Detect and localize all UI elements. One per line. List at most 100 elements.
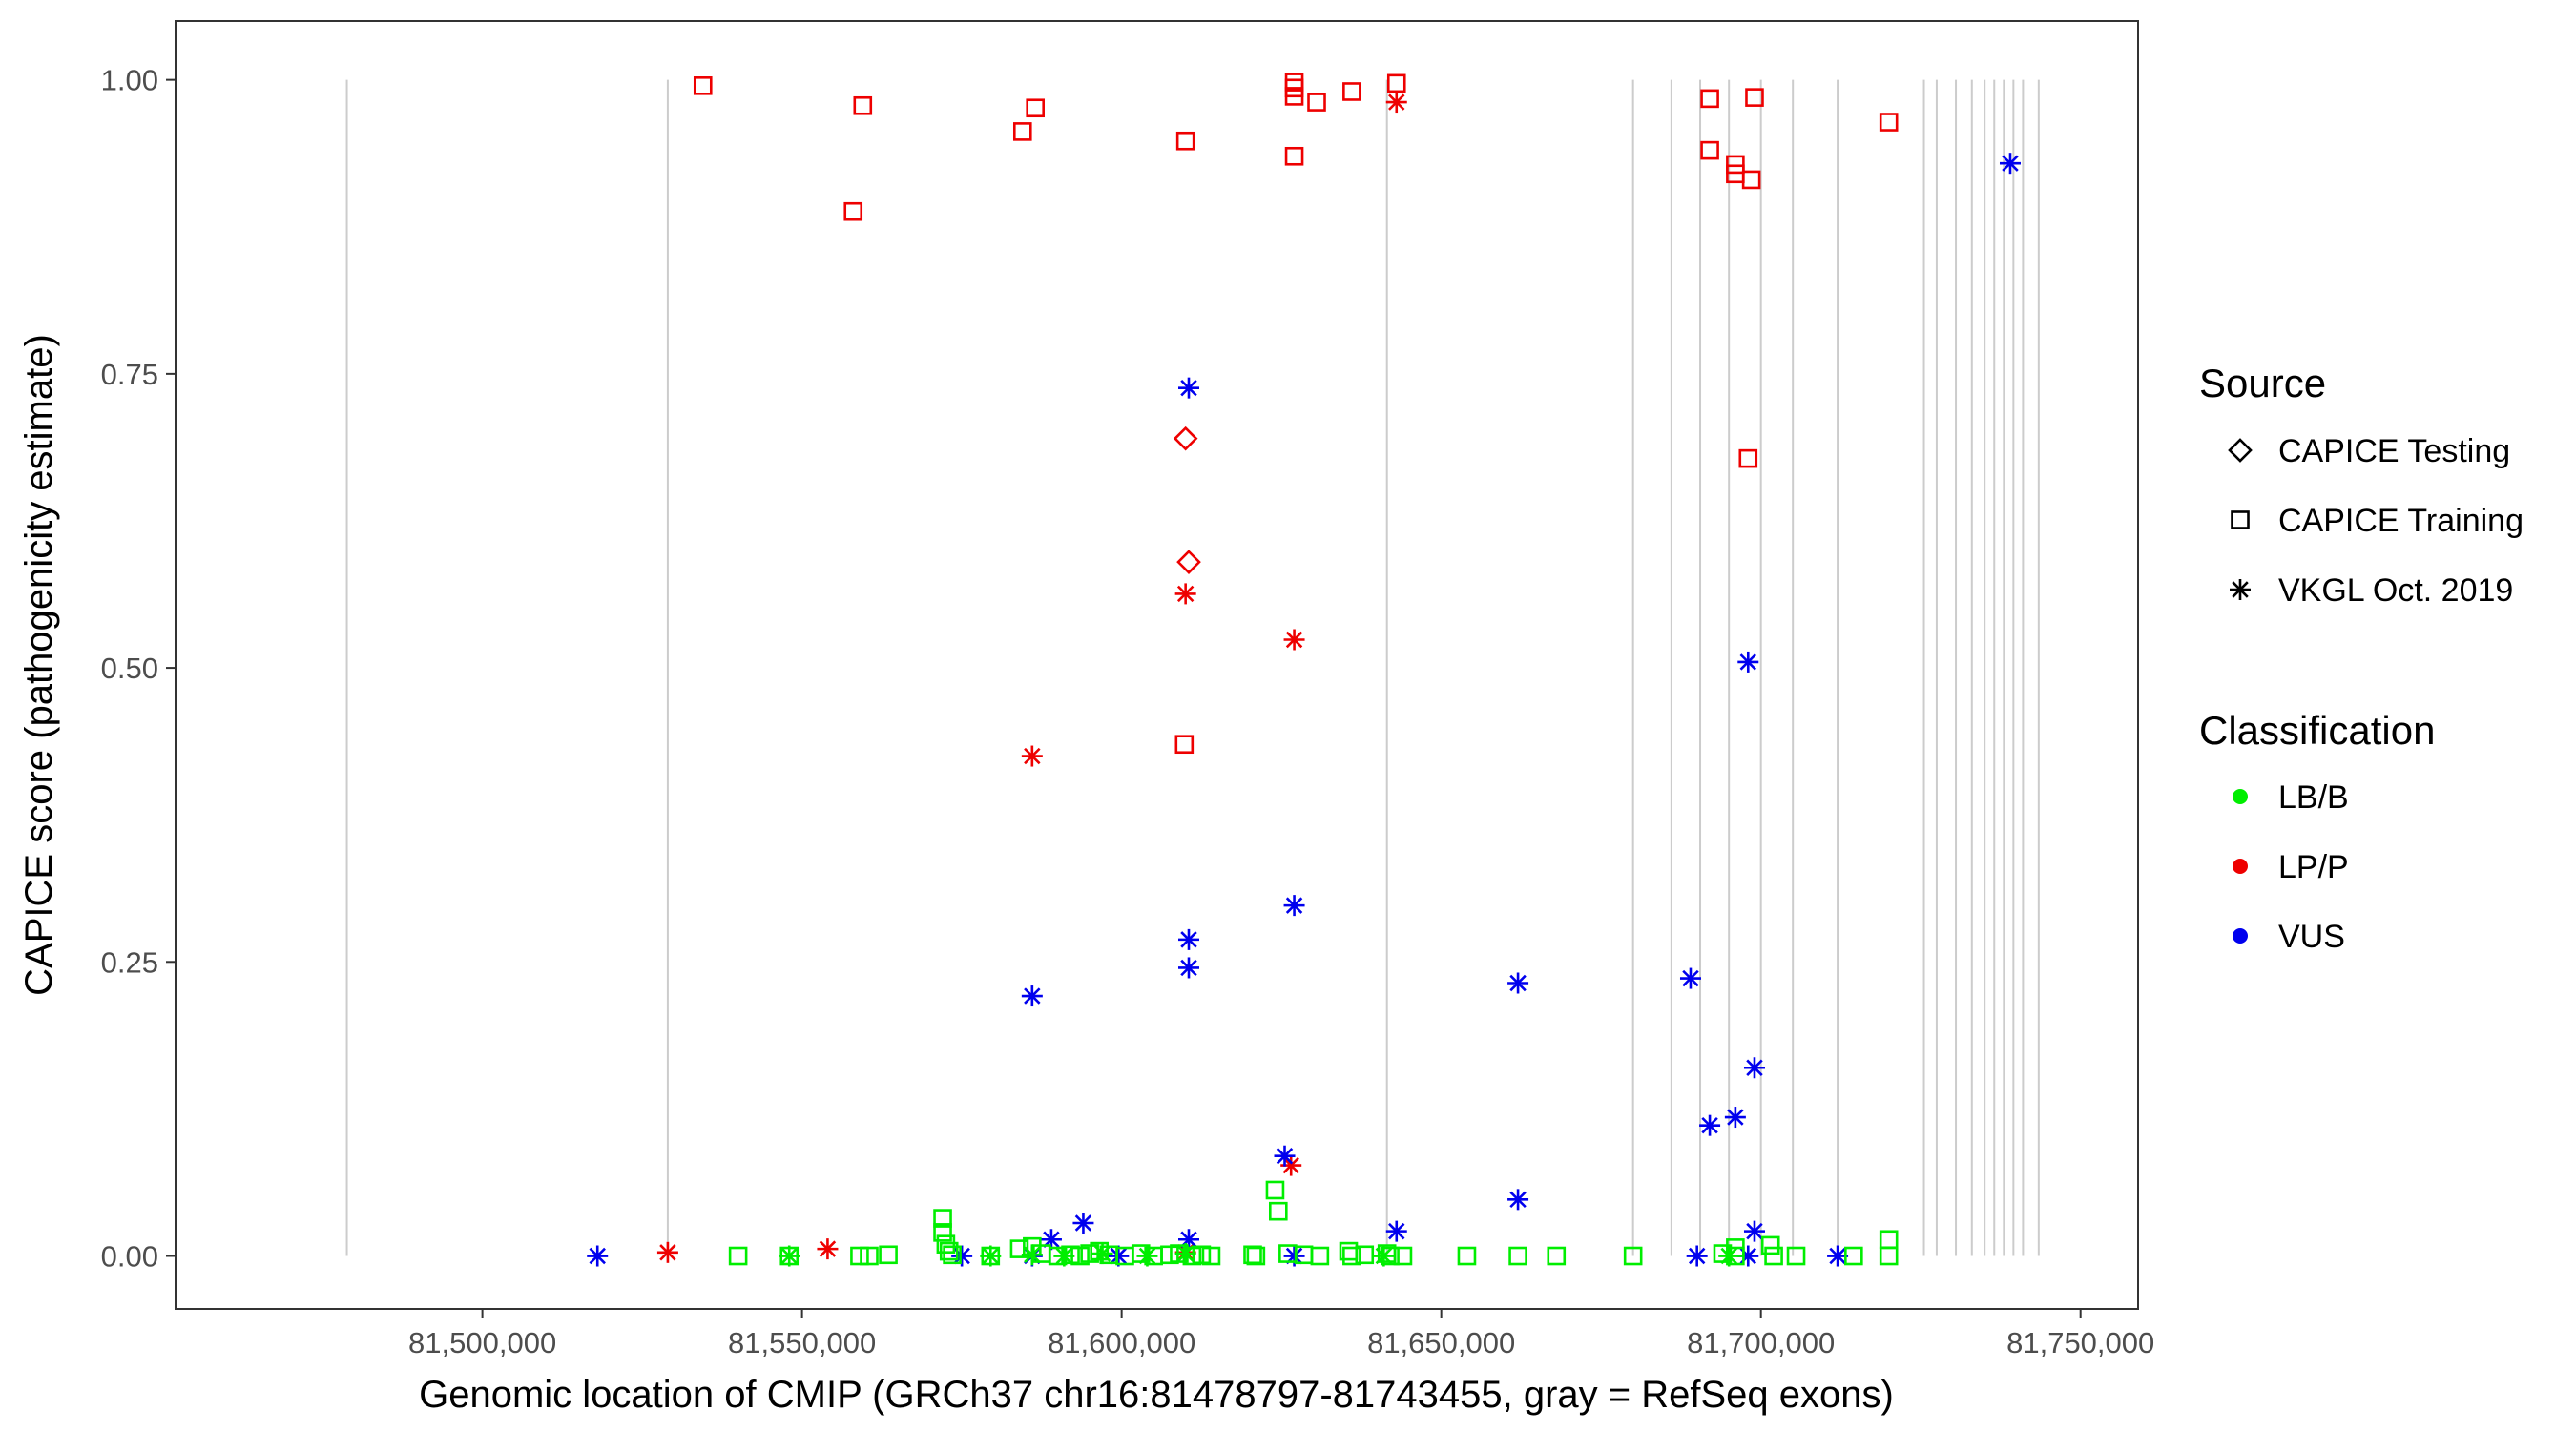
y-tick-label: 0.00 bbox=[101, 1240, 158, 1274]
data-point bbox=[728, 1246, 748, 1266]
data-point bbox=[1743, 1220, 1765, 1242]
data-point bbox=[1090, 1241, 1109, 1261]
data-point bbox=[656, 1241, 678, 1263]
data-point bbox=[1879, 1246, 1899, 1266]
square-marker-icon bbox=[2231, 510, 2250, 529]
data-point bbox=[1737, 651, 1759, 673]
legend-classification-title: Classification bbox=[2199, 708, 2435, 753]
plot-panel-border bbox=[175, 20, 2139, 1310]
legend-class-item: VUS bbox=[2233, 919, 2345, 955]
data-point bbox=[853, 95, 873, 115]
x-tick-label: 81,750,000 bbox=[2006, 1326, 2154, 1359]
data-point bbox=[1342, 1246, 1361, 1266]
y-axis-label: CAPICE score (pathogenicity estimate) bbox=[18, 334, 60, 996]
data-point bbox=[1178, 957, 1200, 979]
data-point bbox=[1679, 967, 1701, 989]
data-point bbox=[1718, 1245, 1740, 1267]
data-point bbox=[1174, 1243, 1196, 1265]
data-point bbox=[1310, 1246, 1330, 1266]
data-point bbox=[879, 1245, 898, 1265]
data-point bbox=[1246, 1246, 1266, 1266]
data-point bbox=[1201, 1246, 1221, 1266]
data-point bbox=[1760, 1235, 1780, 1255]
legend-source-label: VKGL Oct. 2019 bbox=[2278, 572, 2513, 609]
data-point bbox=[1508, 1246, 1527, 1266]
data-point bbox=[939, 1241, 959, 1261]
data-point bbox=[1507, 1189, 1529, 1211]
x-axis: 81,500,000 81,550,000 81,600,000 81,650,000… bbox=[408, 1309, 2154, 1359]
data-point bbox=[1307, 93, 1326, 112]
data-point bbox=[1175, 131, 1195, 151]
asterisk-marker-icon bbox=[2230, 579, 2251, 600]
x-axis-label: Genomic location of CMIP (GRCh37 chr16:8… bbox=[419, 1374, 1894, 1416]
data-point bbox=[1879, 113, 1899, 132]
data-point bbox=[1091, 1243, 1113, 1265]
legend-source-label: CAPICE Testing bbox=[2278, 433, 2510, 469]
data-point bbox=[1724, 1107, 1746, 1129]
legend-class-label: LB/B bbox=[2278, 779, 2349, 816]
data-point bbox=[933, 1209, 952, 1228]
data-point bbox=[1174, 583, 1196, 605]
data-point bbox=[1136, 1245, 1158, 1267]
data-point bbox=[1743, 1057, 1765, 1079]
x-tick-label: 81,550,000 bbox=[728, 1326, 876, 1359]
data-point bbox=[1547, 1246, 1567, 1266]
legend-source-label: CAPICE Training bbox=[2278, 503, 2524, 539]
data-point bbox=[1699, 1114, 1721, 1136]
data-point bbox=[1700, 89, 1719, 109]
data-point bbox=[850, 1246, 869, 1266]
data-point bbox=[1764, 1246, 1783, 1266]
data-point bbox=[1274, 1145, 1296, 1167]
data-point bbox=[1265, 1180, 1285, 1200]
data-point bbox=[1284, 87, 1304, 106]
y-tick-label: 0.75 bbox=[101, 358, 158, 391]
data-point bbox=[843, 201, 863, 221]
y-axis: 0.00 0.25 0.50 0.75 1.00 bbox=[101, 64, 176, 1274]
data-point bbox=[1385, 1220, 1407, 1242]
data-point bbox=[1176, 550, 1201, 574]
data-point bbox=[1283, 895, 1305, 917]
color-dot-icon bbox=[2233, 859, 2248, 874]
data-points bbox=[587, 73, 2021, 1267]
y-tick-label: 1.00 bbox=[101, 64, 158, 97]
data-point bbox=[1178, 377, 1200, 399]
data-point bbox=[1021, 985, 1043, 1007]
data-point bbox=[1021, 1244, 1043, 1266]
data-point bbox=[817, 1238, 839, 1260]
y-tick-label: 0.25 bbox=[101, 945, 158, 979]
data-point bbox=[1786, 1246, 1806, 1266]
data-point bbox=[1726, 155, 1745, 175]
data-point bbox=[1269, 1201, 1288, 1221]
color-dot-icon bbox=[2233, 789, 2248, 804]
data-point bbox=[980, 1245, 1002, 1267]
data-point bbox=[1386, 73, 1406, 93]
data-point bbox=[1342, 82, 1361, 101]
color-dot-icon bbox=[2233, 928, 2248, 944]
legend: Source CAPICE Testing CAPICE Training VKGL… bbox=[2199, 361, 2524, 955]
data-point bbox=[933, 1223, 952, 1242]
diamond-marker-icon bbox=[2228, 438, 2253, 463]
data-point bbox=[1373, 1245, 1395, 1267]
legend-class-label: VUS bbox=[2278, 919, 2345, 955]
data-point bbox=[1623, 1246, 1643, 1266]
data-point bbox=[1393, 1246, 1413, 1266]
data-point bbox=[1355, 1245, 1375, 1265]
data-point bbox=[1283, 629, 1305, 651]
data-point bbox=[1173, 425, 1198, 451]
legend-source-item: CAPICE Testing bbox=[2228, 433, 2510, 469]
data-point bbox=[1284, 146, 1304, 166]
data-point bbox=[1686, 1245, 1708, 1267]
data-point bbox=[693, 76, 713, 95]
data-point bbox=[1741, 170, 1761, 190]
data-point bbox=[1844, 1246, 1863, 1266]
data-point bbox=[779, 1245, 800, 1267]
data-point bbox=[943, 1245, 962, 1265]
data-point bbox=[1053, 1245, 1075, 1267]
data-point bbox=[1745, 88, 1764, 107]
data-point bbox=[1280, 1154, 1302, 1176]
legend-class-label: LP/P bbox=[2278, 849, 2349, 885]
legend-source-item: VKGL Oct. 2019 bbox=[2230, 572, 2513, 609]
data-point bbox=[1385, 92, 1407, 114]
